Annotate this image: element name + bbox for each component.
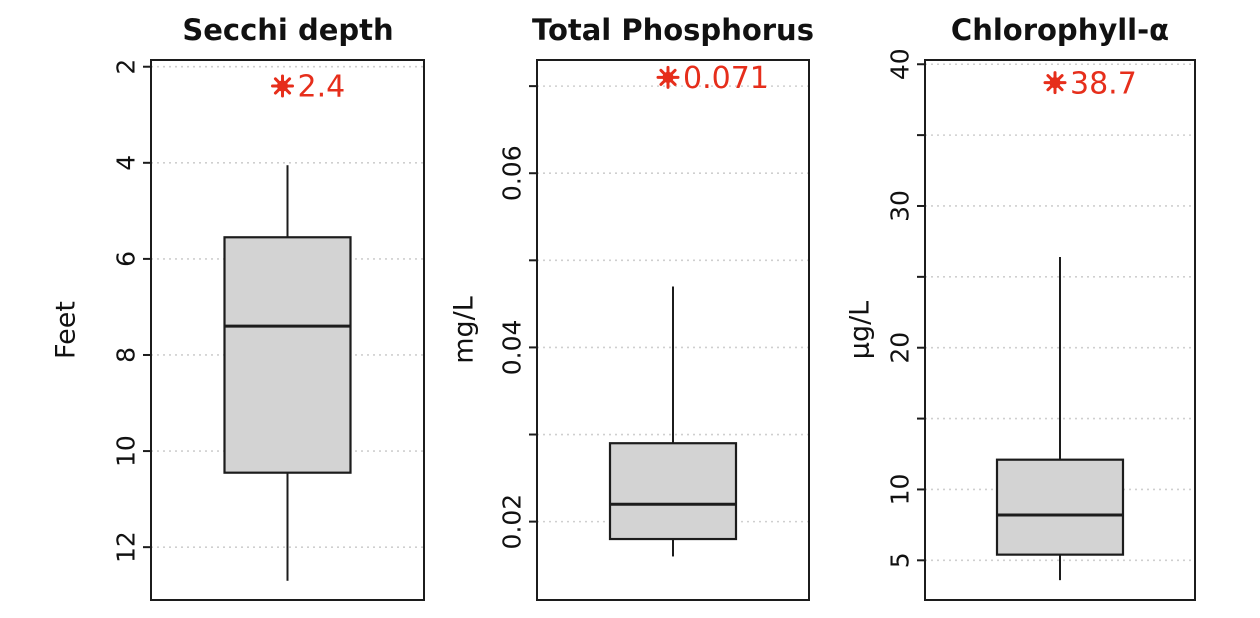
tick-label: 0.04 — [498, 320, 527, 376]
tick-label: 0.02 — [498, 494, 527, 550]
outlier-marker — [1043, 71, 1067, 95]
tick-label: 20 — [886, 332, 915, 364]
tick-label: 10 — [886, 474, 915, 506]
tick-label: 0.06 — [498, 145, 527, 201]
outlier-marker — [271, 74, 294, 98]
tick-label: 12 — [112, 531, 141, 563]
tick-label: 40 — [886, 48, 915, 80]
box — [608, 442, 738, 541]
tick-label: 30 — [886, 190, 915, 222]
panel-border — [536, 59, 810, 601]
panel-title-chlorophyll: Chlorophyll-α — [950, 13, 1170, 47]
panel-title-secchi-depth: Secchi depth — [182, 13, 394, 47]
panel-border — [150, 59, 425, 601]
outlier-marker — [656, 65, 680, 89]
tick-label: 8 — [112, 347, 141, 363]
tick-label: 2 — [112, 59, 141, 75]
tick-label: 6 — [112, 251, 141, 267]
tick-label: 4 — [112, 155, 141, 171]
panel-border — [924, 59, 1196, 601]
outlier-label: 0.071 — [683, 61, 769, 96]
outlier-label: 38.7 — [1070, 66, 1137, 101]
box — [223, 236, 352, 474]
box — [995, 458, 1125, 556]
tick-label: 5 — [886, 552, 915, 568]
panel-title-total-phosphorus: Total Phosphorus — [532, 13, 814, 47]
outlier-label: 2.4 — [298, 70, 346, 105]
tick-label: 10 — [112, 435, 141, 467]
